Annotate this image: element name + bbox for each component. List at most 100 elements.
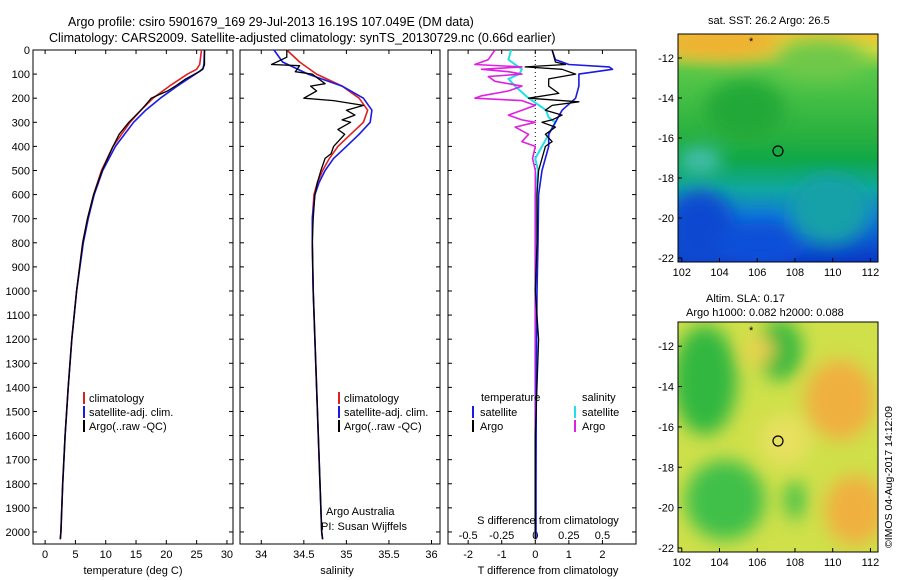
sla-low-patch [758, 322, 802, 380]
sla-map-axes: 102 104 106 108 110 112 -12 -14 -16 -18 -20 -22 [658, 341, 879, 569]
x-tick-label-s: -0.25 [489, 530, 514, 542]
x-tick-label-t: -2 [463, 549, 473, 561]
map-x-tick-label: 110 [824, 267, 842, 279]
series-temperature-argo [524, 49, 580, 540]
salinity-legend: climatology satellite-adj. clim. Argo(..… [338, 392, 428, 433]
x-tick-label-t: 2 [599, 549, 605, 561]
x-tick-label-s: 0.25 [558, 530, 579, 542]
x-tick-label: 0 [42, 549, 48, 561]
legend-label-t-satellite: satellite [480, 407, 517, 419]
temperature-panel [32, 49, 234, 545]
legend-header-salinity: salinity [582, 392, 616, 404]
legend-label-satellite: satellite-adj. clim. [344, 407, 428, 419]
temperature-xlabel: temperature (deg C) [83, 565, 182, 577]
x-tick-label: 20 [160, 549, 172, 561]
legend-label-climatology: climatology [89, 393, 145, 405]
map-x-tick-label: 104 [710, 557, 728, 569]
series-argo [59, 50, 206, 540]
legend-label-s-argo: Argo [582, 421, 605, 433]
series-temperature-satellite [535, 49, 614, 540]
legend-label-argo: Argo(..raw -QC) [344, 421, 422, 433]
sst-warm-patch [775, 40, 865, 80]
sst-map-frame [677, 33, 879, 263]
map-x-tick-label: 104 [710, 267, 728, 279]
x-tick-label: 30 [221, 549, 233, 561]
y-tick-label: 1000 [6, 286, 30, 298]
x-tick-label: 10 [100, 549, 112, 561]
x-tick-label: 5 [72, 549, 78, 561]
map-y-tick-label: -20 [658, 213, 674, 225]
map-x-tick-label: 112 [862, 267, 880, 279]
y-tick-label: 1800 [6, 479, 30, 491]
series-salinity-argo [474, 49, 537, 540]
title-line-1: Argo profile: csiro 5901679_169 29-Jul-2… [68, 15, 474, 29]
map-x-tick-label: 108 [786, 267, 804, 279]
sla-map-star: * [749, 325, 754, 337]
map-y-tick-label: -16 [658, 422, 674, 434]
y-tick-label: 1700 [6, 455, 30, 467]
y-tick-label: 700 [12, 214, 30, 226]
difference-legend: temperature salinity satellite Argo sate… [472, 392, 619, 433]
sst-argo-marker [772, 145, 784, 157]
x-tick-label-s: -0.5 [459, 530, 478, 542]
sla-map-title-2: Argo h1000: 0.082 h2000: 0.088 [686, 307, 844, 319]
legend-header-temperature: temperature [481, 392, 540, 404]
x-tick-label: 34 [255, 549, 267, 561]
legend-label-argo: Argo(..raw -QC) [89, 421, 167, 433]
sla-map-title-1: Altim. SLA: 0.17 [706, 293, 785, 305]
sst-cool-patch [678, 148, 722, 172]
y-tick-label: 0 [24, 45, 30, 57]
salinity-annotation-2: PI: Susan Wijffels [321, 521, 407, 533]
x-tick-label: 36 [425, 549, 437, 561]
x-tick-label: 35.5 [378, 549, 399, 561]
map-x-tick-label: 106 [748, 267, 766, 279]
y-tick-label: 100 [12, 69, 30, 81]
map-y-tick-label: -16 [658, 133, 674, 145]
sst-map-title: sat. SST: 26.2 Argo: 26.5 [708, 15, 830, 27]
temperature-plot: 0100200300400500600700800900100011001200… [6, 45, 234, 561]
y-tick-label: 900 [12, 262, 30, 274]
map-x-tick-label: 102 [673, 267, 691, 279]
y-tick-label: 1600 [6, 431, 30, 443]
legend-label-s-satellite: satellite [582, 407, 619, 419]
title-line-2: Climatology: CARS2009. Satellite-adjuste… [49, 31, 556, 45]
y-tick-label: 300 [12, 117, 30, 129]
map-x-tick-label: 110 [824, 557, 842, 569]
temperature-legend: climatology satellite-adj. clim. Argo(..… [83, 392, 173, 433]
imos-credit: ©IMOS 04-Aug-2017 14:12:09 [883, 406, 895, 548]
difference-plot: -2 -1 0 1 2-0.5 -0.25 0 0.25 0.5 [448, 49, 636, 561]
map-y-tick-label: -14 [658, 382, 674, 394]
map-y-tick-label: -22 [658, 253, 674, 265]
x-tick-label-s: 0.5 [595, 530, 610, 542]
y-tick-label: 500 [12, 165, 30, 177]
difference-t-xlabel: T difference from climatology [478, 565, 619, 577]
y-tick-label: 1200 [6, 334, 30, 346]
y-tick-label: 1300 [6, 358, 30, 370]
sla-high-patch [760, 415, 810, 465]
map-y-tick-label: -20 [658, 503, 674, 515]
y-tick-label: 1900 [6, 503, 30, 515]
x-tick-label: 35 [340, 549, 352, 561]
sla-high-patch [805, 360, 875, 440]
sla-map-field [678, 322, 878, 552]
salinity-annotation-1: Argo Australia [326, 506, 395, 518]
sst-warm-patch [705, 80, 785, 140]
x-tick-label-t: -1 [497, 549, 507, 561]
x-tick-label-t: 0 [532, 549, 538, 561]
y-tick-label: 200 [12, 93, 30, 105]
sla-high-patch [745, 338, 775, 362]
map-y-tick-label: -22 [658, 543, 674, 555]
sla-argo-marker [772, 435, 784, 447]
series-argo [270, 50, 365, 540]
x-tick-label: 34.5 [293, 549, 314, 561]
sst-map-star: * [749, 36, 754, 48]
salinity-plot: 34 34.5 35 35.5 36 [240, 49, 440, 561]
map-y-tick-label: -14 [658, 93, 674, 105]
sla-low-patch [785, 480, 805, 520]
y-tick-label: 2000 [6, 527, 30, 539]
legend-label-satellite: satellite-adj. clim. [89, 407, 173, 419]
x-tick-label-t: 1 [566, 549, 572, 561]
map-y-tick-label: -18 [658, 462, 674, 474]
y-tick-label: 1400 [6, 382, 30, 394]
